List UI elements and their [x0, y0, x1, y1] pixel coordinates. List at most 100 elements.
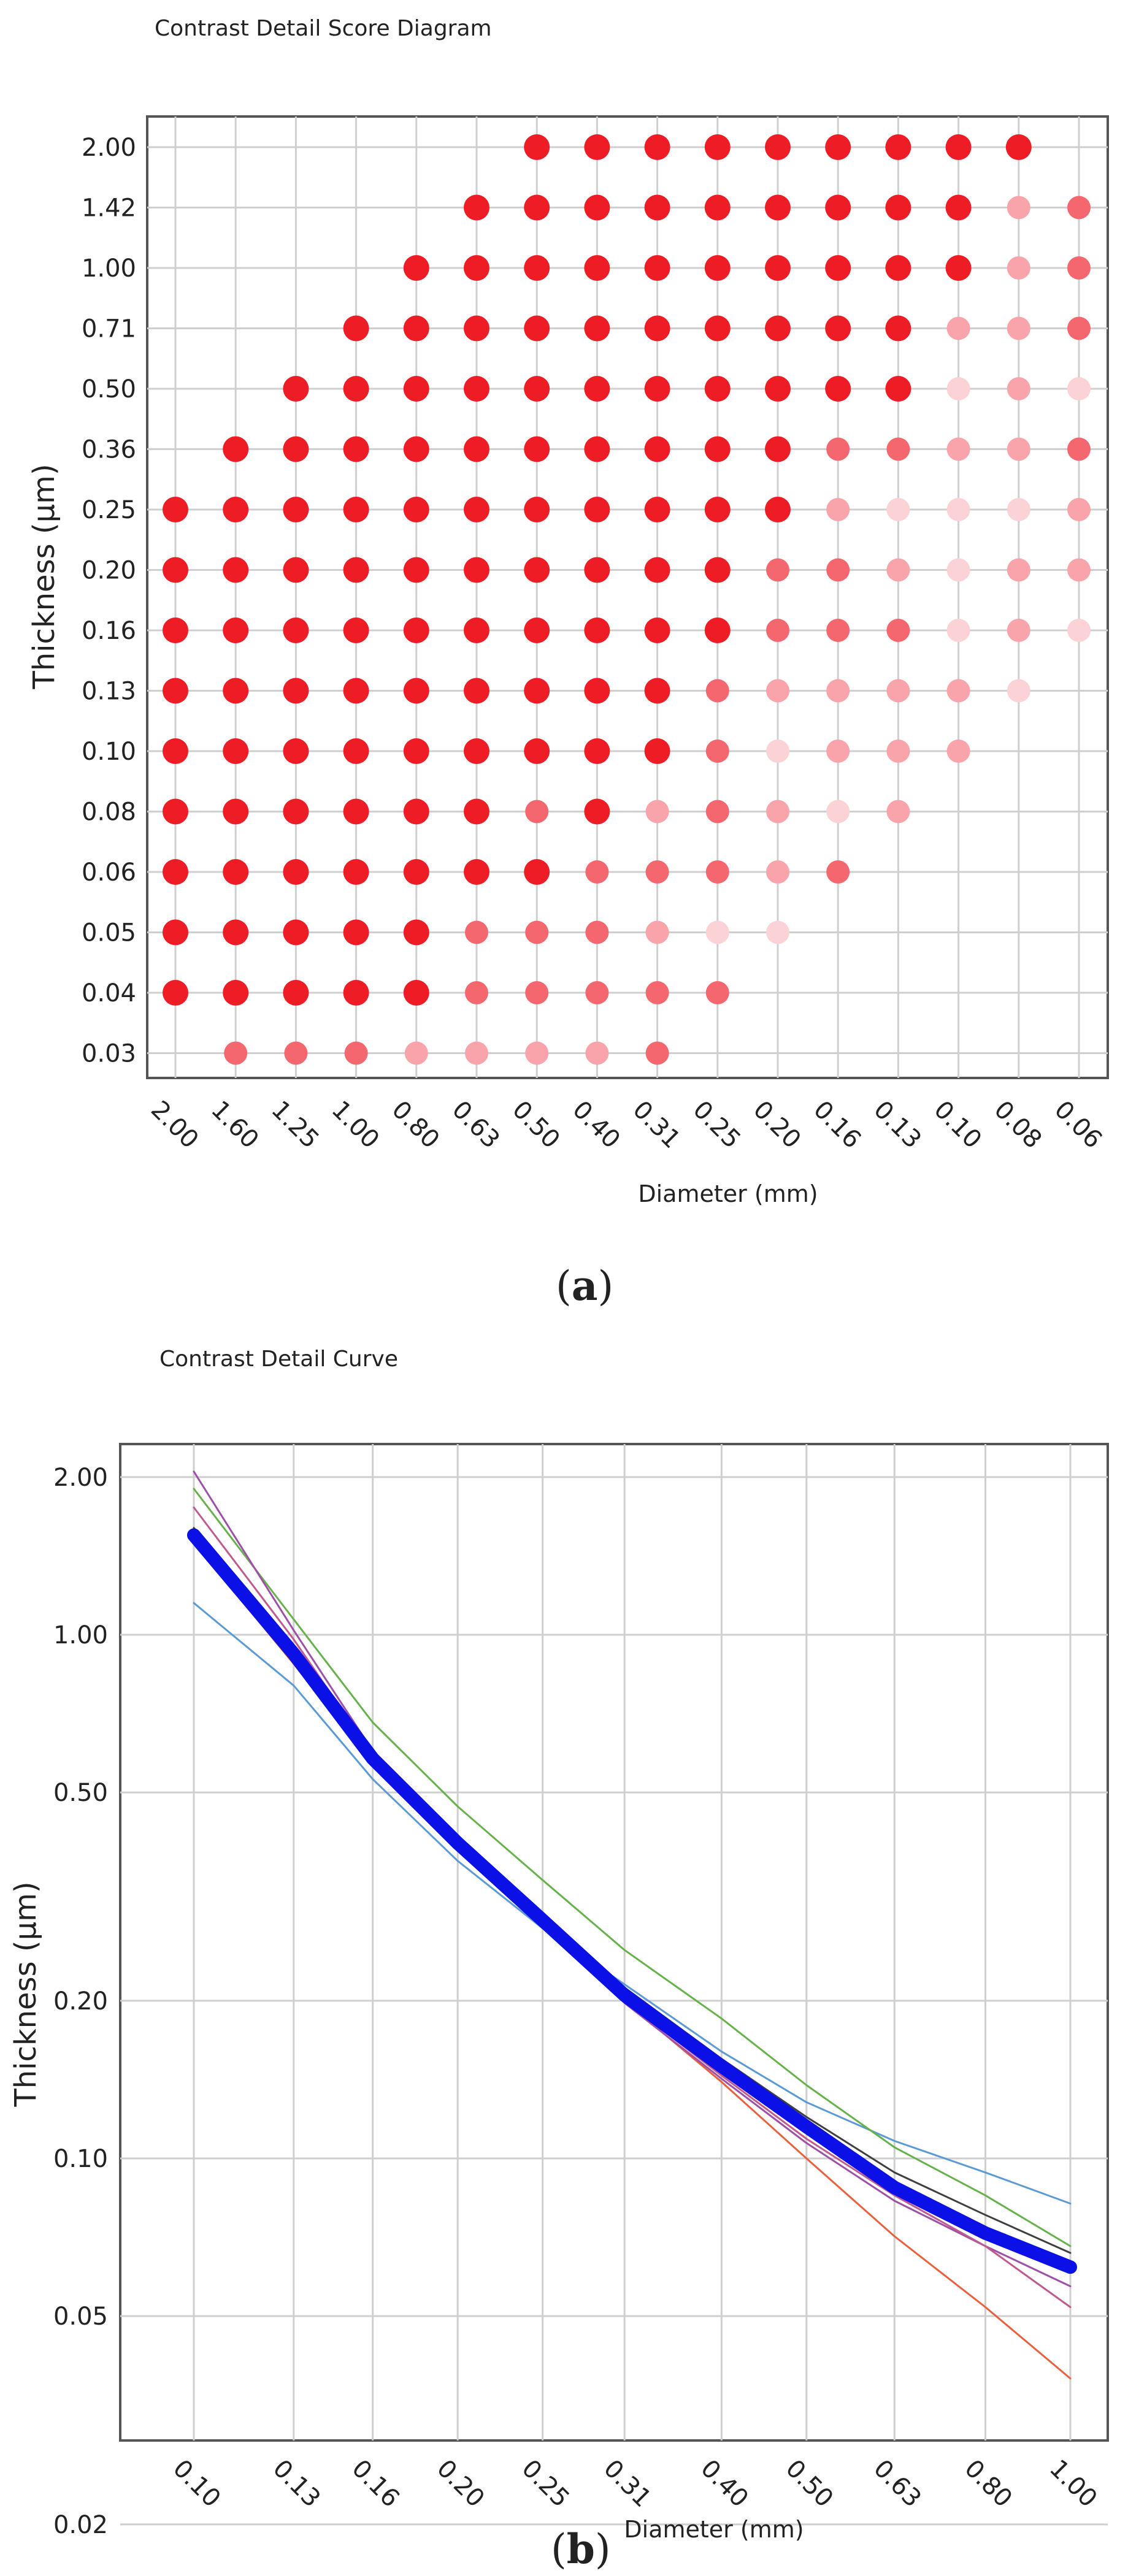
- score-dot: [223, 798, 249, 825]
- score-dot: [163, 557, 188, 583]
- curve-y-tick-label: 0.02: [53, 2511, 108, 2539]
- score-dot: [283, 798, 309, 825]
- score-dot: [766, 740, 789, 763]
- score-dot: [765, 134, 791, 160]
- score-dot: [465, 920, 488, 944]
- score-dot: [945, 134, 972, 160]
- score-dot: [1007, 316, 1030, 340]
- score-dot: [163, 678, 188, 704]
- score-dot: [885, 315, 911, 342]
- score-dot: [766, 860, 789, 884]
- score-dot: [946, 437, 970, 461]
- curve-x-tick-label: 0.13: [267, 2455, 326, 2513]
- score-dot: [525, 981, 549, 1004]
- score-dot: [283, 859, 309, 885]
- score-dot: [584, 678, 610, 704]
- score-dot: [464, 436, 489, 462]
- score-dot: [343, 980, 369, 1006]
- curve-series-line: [193, 1488, 1072, 2247]
- score-dot: [343, 557, 369, 583]
- score-dot: [825, 134, 851, 160]
- curve-y-tick-label: 0.10: [53, 2145, 108, 2173]
- score-dot: [1067, 558, 1091, 582]
- score-dot: [886, 437, 910, 461]
- score-dot: [343, 617, 369, 643]
- curve-x-tick-label: 0.20: [431, 2455, 490, 2513]
- score-dot: [343, 315, 369, 342]
- curve-x-tick-label: 0.16: [347, 2455, 405, 2513]
- score-dot: [403, 617, 429, 643]
- score-dot: [464, 376, 489, 402]
- detail-curve-panel: Contrast Detail Curve 2.001.000.500.200.…: [9, 1347, 1109, 2573]
- score-dot: [524, 497, 550, 522]
- score-dot: [704, 617, 731, 643]
- curve-y-tick-label: 0.20: [53, 1987, 108, 2016]
- detail-curve-lines: [187, 1470, 1077, 2380]
- score-dot: [1067, 196, 1091, 220]
- score-dot: [885, 376, 911, 402]
- score-dot: [885, 194, 911, 221]
- score-dot: [644, 738, 670, 764]
- score-dot: [765, 255, 791, 281]
- score-dot: [283, 980, 309, 1006]
- score-dot: [464, 617, 489, 643]
- score-dot: [645, 860, 669, 884]
- score-dot: [644, 436, 670, 462]
- score-diagram-title: Contrast Detail Score Diagram: [155, 16, 492, 41]
- score-dot: [464, 738, 489, 764]
- score-dot: [464, 497, 489, 522]
- score-dot: [826, 860, 850, 884]
- score-dot: [585, 981, 609, 1004]
- score-x-tick-label: 1.25: [266, 1096, 324, 1155]
- score-x-tick-label: 2.00: [145, 1096, 204, 1155]
- score-dot: [826, 800, 850, 824]
- score-dot: [645, 981, 669, 1004]
- score-dot: [704, 436, 731, 462]
- score-x-tick-label: 1.00: [326, 1096, 385, 1155]
- score-dot: [403, 255, 429, 281]
- curve-x-tick-label: 0.40: [695, 2455, 754, 2513]
- score-dot: [584, 617, 610, 643]
- score-dot: [163, 497, 188, 522]
- score-dot: [163, 738, 188, 764]
- curve-y-tick-label: 0.50: [53, 1779, 108, 1807]
- curve-x-tick-label: 1.00: [1044, 2455, 1103, 2513]
- score-dot: [283, 738, 309, 764]
- score-dot: [584, 557, 610, 583]
- score-y-tick-label: 0.36: [82, 436, 136, 464]
- score-dot: [524, 557, 550, 583]
- score-y-tick-label: 0.71: [82, 315, 136, 343]
- score-dot: [343, 376, 369, 402]
- score-dot: [886, 740, 910, 763]
- score-dot: [765, 315, 791, 342]
- score-y-tick-label: 0.16: [82, 617, 136, 645]
- score-dot: [766, 800, 789, 824]
- score-dot: [826, 619, 850, 642]
- score-diagram-x-ticks: 2.00 1.60 1.25 1.00 0.80 0.63 0.50 0.40 0.31 0.25…: [145, 1096, 1108, 1155]
- score-dot: [465, 1041, 488, 1065]
- score-dot: [1007, 256, 1030, 280]
- score-dot: [704, 557, 731, 583]
- score-dot: [403, 678, 429, 704]
- curve-x-tick-label: 0.80: [959, 2455, 1018, 2513]
- score-dot: [765, 194, 791, 221]
- score-x-tick-label: 0.08: [989, 1096, 1048, 1155]
- score-dot: [403, 436, 429, 462]
- score-dot: [403, 376, 429, 402]
- score-dot: [825, 255, 851, 281]
- score-x-tick-label: 0.40: [567, 1096, 626, 1155]
- score-dot: [584, 798, 610, 825]
- score-dot: [946, 740, 970, 763]
- curve-series-line: [193, 1602, 1072, 2205]
- score-dot: [163, 859, 188, 885]
- score-dot: [644, 678, 670, 704]
- panel-label-a: (a): [556, 1262, 613, 1310]
- score-dot: [644, 255, 670, 281]
- score-y-tick-label: 0.04: [82, 979, 136, 1007]
- score-dot: [826, 498, 850, 521]
- score-x-tick-label: 1.60: [205, 1096, 264, 1155]
- curve-x-tick-label: 0.63: [868, 2455, 927, 2513]
- score-dot: [343, 436, 369, 462]
- score-dot: [766, 920, 789, 944]
